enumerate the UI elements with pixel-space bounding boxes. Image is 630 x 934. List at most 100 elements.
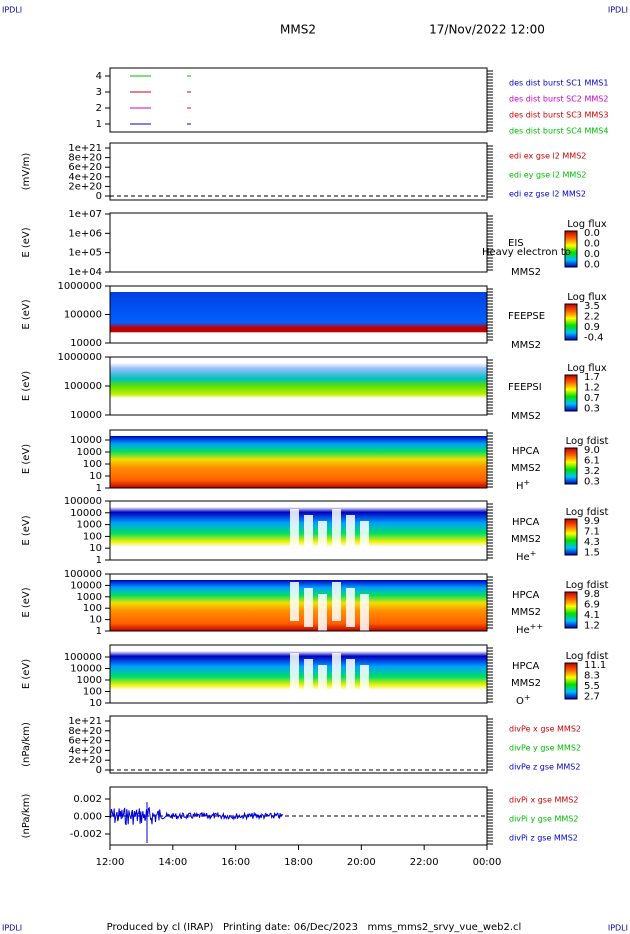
spacecraft-label: MMS2: [511, 463, 541, 474]
legend-entry: divPi x gse MMS2: [509, 796, 578, 805]
colorbar-tick-label: 6.1: [584, 456, 600, 467]
y-tick-label: 1000: [77, 447, 102, 458]
spacecraft-label: MMS2: [511, 411, 541, 422]
legend-entry: divPe z gse MMS2: [509, 763, 580, 772]
colorbar-title: Log fdist: [566, 507, 609, 518]
data-gap: [360, 594, 369, 633]
colorbar: [564, 374, 578, 412]
y-tick-label: 1e+04: [68, 267, 102, 278]
y-axis-label: E (eV): [21, 227, 32, 257]
y-tick-label: 6e+20: [68, 736, 102, 747]
colorbar-title: Log flux: [567, 219, 607, 230]
colorbar-tick-label: 6.9: [584, 600, 600, 611]
species: H: [516, 481, 524, 492]
overlay-text: Heavy electron to: [482, 247, 571, 258]
y-axis-label: (nPa/km): [21, 794, 32, 839]
y-tick-label: 0: [96, 765, 102, 776]
x-tick-label: 14:00: [158, 857, 187, 868]
instrument-label: HPCA: [512, 590, 540, 601]
colorbar-tick-label: 0.0: [584, 260, 600, 271]
species-label: He+: [516, 549, 536, 564]
y-tick-label: 10000: [70, 580, 102, 591]
corner-label: IPDLI: [608, 6, 628, 15]
x-tick-label: 18:00: [284, 857, 313, 868]
instrument-label: HPCA: [512, 661, 540, 672]
panel-frame: [109, 715, 488, 774]
data-gap: [304, 515, 313, 556]
x-tick-label: 16:00: [221, 857, 250, 868]
trace: [109, 806, 284, 826]
colorbar-tick-label: 0.0: [584, 239, 600, 250]
colorbar-tick-label: 0.0: [584, 228, 600, 239]
colorbar-title: Log fdist: [566, 436, 609, 447]
y-tick-label: 1e+05: [68, 248, 102, 259]
panel-frame: [109, 429, 488, 489]
spacecraft-label: MMS2: [511, 267, 541, 278]
species: He: [516, 552, 530, 563]
footer-text: Produced by cl (IRAP) Printing date: 06/…: [107, 922, 522, 933]
colorbar-title: Log fdist: [566, 651, 609, 662]
y-axis-label: E (eV): [21, 515, 32, 545]
spacecraft-label: MMS2: [511, 607, 541, 618]
charge: +: [524, 478, 531, 487]
datetime: 17/Nov/2022 12:00: [429, 23, 545, 37]
y-axis-label: E (eV): [21, 371, 32, 401]
species-label: He++: [516, 622, 543, 637]
spacecraft-label: MMS2: [511, 534, 541, 545]
data-gap: [290, 653, 299, 693]
colorbar-title: Log flux: [567, 292, 607, 303]
y-tick-label: 100000: [64, 569, 102, 580]
y-tick-label: 10: [89, 615, 102, 626]
y-tick-label: 100: [83, 687, 102, 698]
legend-entry: edi ez gse l2 MMS2: [509, 190, 586, 199]
colorbar-tick-label: 8.3: [584, 671, 600, 682]
legend-entry: des dist burst SC2 MMS2: [509, 95, 608, 104]
y-tick-label: 1000000: [57, 352, 102, 363]
data-gap: [346, 515, 355, 556]
data-gap: [304, 588, 313, 627]
instrument-label: HPCA: [512, 446, 540, 457]
legend-entry: edi ey gse l2 MMS2: [509, 171, 587, 180]
y-tick-label: 10: [89, 543, 102, 554]
y-tick-label: 6e+20: [68, 162, 102, 173]
colorbar-tick-label: 9.9: [584, 516, 600, 527]
colorbar-tick-label: 0.9: [584, 322, 600, 333]
y-tick-label: 1e+21: [68, 716, 102, 727]
colorbar-tick-label: 9.0: [584, 445, 600, 456]
instrument-label: FEEPSE: [508, 311, 545, 322]
y-tick-label: 10000: [70, 410, 102, 421]
colorbar-tick-label: 7.1: [584, 527, 600, 538]
legend-entry: des dist burst SC1 MMS1: [509, 79, 608, 88]
data-gap: [332, 509, 341, 550]
y-tick-label: 4e+20: [68, 172, 102, 183]
corner-label: IPDLI: [2, 6, 22, 15]
data-gap: [346, 588, 355, 627]
y-tick-label: 1000: [77, 675, 102, 686]
y-axis-label: (mV/m): [21, 153, 32, 191]
spectrogram: [110, 292, 487, 343]
colorbar-tick-label: -0.4: [584, 333, 604, 344]
y-tick-label: 1000000: [57, 281, 102, 292]
y-tick-label: 0.002: [73, 794, 102, 805]
colorbar: [564, 230, 578, 268]
y-axis-label: E (eV): [21, 299, 32, 329]
x-tick-label: 00:00: [473, 857, 502, 868]
y-tick-label: 1000: [77, 520, 102, 531]
colorbar: [564, 303, 578, 341]
charge: ++: [530, 622, 543, 631]
data-gap: [346, 659, 355, 699]
corner-label: IPDLI: [2, 924, 22, 933]
data-gap: [318, 521, 327, 562]
panel-frame: [109, 67, 488, 133]
data-gap: [360, 521, 369, 562]
colorbar-tick-label: 9.8: [584, 589, 600, 600]
instrument-label: HPCA: [512, 517, 540, 528]
colorbar-tick-label: 1.5: [584, 548, 600, 559]
legend-entry: des dist burst SC4 MMS4: [509, 127, 608, 136]
panel-frame: [109, 212, 488, 273]
y-tick-label: 1000: [77, 592, 102, 603]
colorbar: [564, 447, 578, 485]
spacecraft-title: MMS2: [280, 23, 316, 37]
y-tick-label: 3: [96, 87, 102, 98]
species-label: H+: [516, 478, 530, 493]
